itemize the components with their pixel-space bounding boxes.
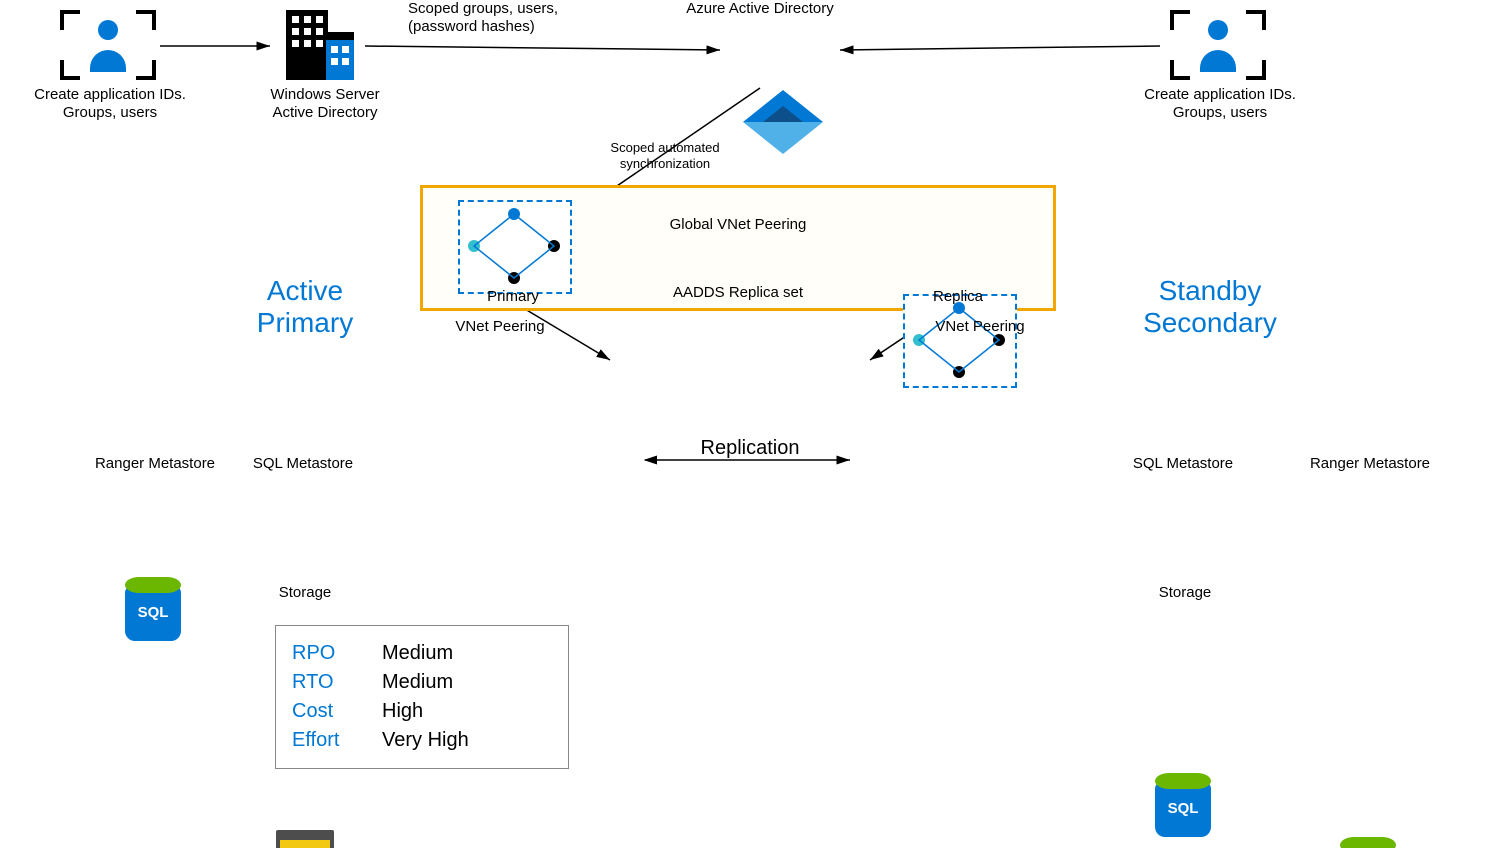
global-peering-label: Global VNet Peering (633, 216, 843, 234)
ranger-metastore-right-icon: SQL (1340, 837, 1396, 848)
aadds-replica-set-box: Primary Replica Global VNet Peering AADD… (420, 185, 1056, 311)
metric-key: Cost (292, 700, 362, 723)
sql-badge: SQL (125, 604, 181, 621)
vnet-replica-label: Replica (903, 288, 1013, 306)
metric-value: Very High (382, 729, 469, 752)
active-primary-line1: Active (267, 275, 343, 306)
vnet-replica-icon (903, 294, 1017, 388)
auto-sync-line2: synchronization (620, 156, 710, 171)
vnet-peering-right-label: VNet Peering (920, 318, 1040, 336)
metric-key: Effort (292, 729, 362, 752)
ranger-metastore-left-label: Ranger Metastore (80, 455, 230, 473)
table-row: RTO Medium (292, 671, 552, 694)
windows-ad-label: Windows Server Active Directory (250, 86, 400, 122)
auto-sync-label: Scoped automated synchronization (585, 140, 745, 171)
table-row: Effort Very High (292, 729, 552, 752)
aad-icon (735, 90, 831, 166)
metrics-table: RPO Medium RTO Medium Cost High Effort V… (275, 625, 569, 769)
user-left-label: Create application IDs. Groups, users (20, 86, 200, 122)
windows-ad-label-line2: Active Directory (272, 104, 377, 121)
vnet-primary-icon (458, 200, 572, 294)
table-row: RPO Medium (292, 642, 552, 665)
user-left-label-line2: Groups, users (63, 104, 157, 121)
storage-left-icon (276, 830, 334, 848)
metric-value: Medium (382, 671, 453, 694)
aadds-box-label: AADDS Replica set (633, 284, 843, 302)
standby-secondary-title: Standby Secondary (1110, 275, 1310, 339)
user-left-icon (60, 10, 156, 80)
vnet-primary-label: Primary (458, 288, 568, 306)
user-left-label-line1: Create application IDs. (34, 86, 186, 103)
vnet-peering-left-label: VNet Peering (440, 318, 560, 336)
active-primary-line2: Primary (257, 307, 353, 338)
windows-ad-icon (280, 10, 360, 80)
metric-key: RPO (292, 642, 362, 665)
ranger-metastore-left-icon: SQL (125, 577, 181, 641)
user-right-label-line1: Create application IDs. (1144, 86, 1296, 103)
aad-title: Azure Active Directory (660, 0, 860, 18)
ranger-metastore-right-label: Ranger Metastore (1295, 455, 1445, 473)
scoped-sync-line1: Scoped groups, users, (408, 0, 558, 17)
sql-metastore-right-icon: SQL (1155, 773, 1211, 837)
edge-userright-aad (840, 46, 1160, 50)
storage-right-label: Storage (1135, 584, 1235, 602)
table-row: Cost High (292, 700, 552, 723)
user-right-label-line2: Groups, users (1173, 104, 1267, 121)
metric-value: High (382, 700, 423, 723)
sql-metastore-right-label: SQL Metastore (1118, 455, 1248, 473)
auto-sync-line1: Scoped automated (610, 140, 719, 155)
user-right-label: Create application IDs. Groups, users (1130, 86, 1310, 122)
metric-value: Medium (382, 642, 453, 665)
user-right-icon (1170, 10, 1266, 80)
scoped-sync-label: Scoped groups, users, (password hashes) (408, 0, 608, 36)
active-primary-title: Active Primary (220, 275, 390, 339)
storage-left-label: Storage (255, 584, 355, 602)
edge-winad-aad (365, 46, 720, 50)
sql-badge: SQL (1155, 800, 1211, 817)
metric-key: RTO (292, 671, 362, 694)
sql-metastore-left-label: SQL Metastore (238, 455, 368, 473)
standby-secondary-line1: Standby (1159, 275, 1262, 306)
windows-ad-label-line1: Windows Server (270, 86, 379, 103)
replication-label: Replication (680, 436, 820, 460)
scoped-sync-line2: (password hashes) (408, 18, 535, 35)
standby-secondary-line2: Secondary (1143, 307, 1277, 338)
